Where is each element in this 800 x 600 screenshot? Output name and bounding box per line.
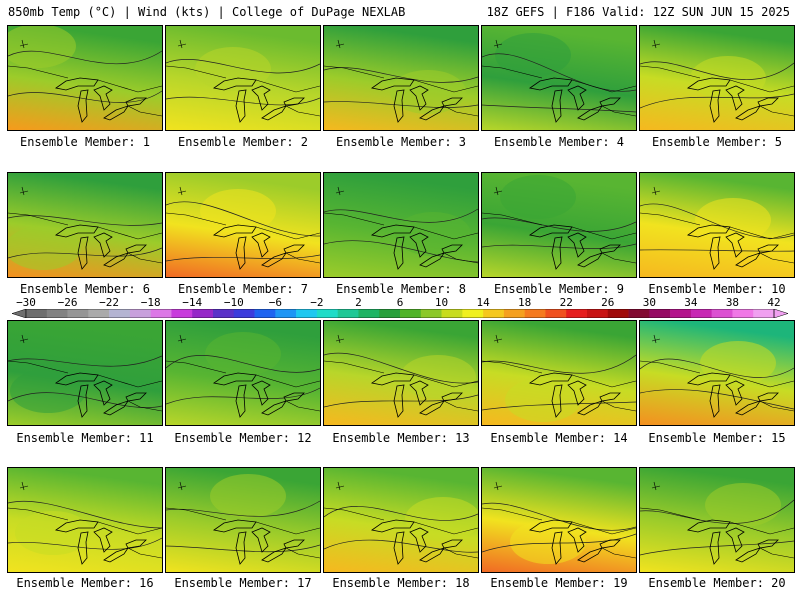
ensemble-member-label: Ensemble Member: 18 xyxy=(332,576,470,590)
colorbar-tick: 2 xyxy=(355,296,362,309)
ensemble-member-label: Ensemble Member: 3 xyxy=(335,135,467,149)
colorbar-tick: 22 xyxy=(559,296,573,309)
ensemble-member-map-2 xyxy=(165,25,321,131)
ensemble-member-map-9 xyxy=(481,172,637,278)
ensemble-member-map-3 xyxy=(323,25,479,131)
ensemble-member-label: Ensemble Member: 7 xyxy=(177,282,309,296)
colorbar-tick: 26 xyxy=(601,296,615,309)
ensemble-member-label: Ensemble Member: 14 xyxy=(490,431,628,445)
ensemble-member-label: Ensemble Member: 2 xyxy=(177,135,309,149)
ensemble-member-label: Ensemble Member: 10 xyxy=(648,282,786,296)
run-valid-time: 18Z GEFS | F186 Valid: 12Z SUN JUN 15 20… xyxy=(486,5,790,19)
colorbar-tick: 38 xyxy=(725,296,740,309)
colorbar-tick: −26 xyxy=(57,296,78,309)
ensemble-member-label: Ensemble Member: 15 xyxy=(648,431,786,445)
map-title: 850mb Temp (°C) | Wind (kts) | College o… xyxy=(8,5,406,19)
ensemble-member-label: Ensemble Member: 12 xyxy=(174,431,312,445)
colorbar-tick: −2 xyxy=(310,296,324,309)
colorbar-tick: 42 xyxy=(767,296,781,309)
colorbar-tick: −14 xyxy=(182,296,203,309)
ensemble-member-label: Ensemble Member: 8 xyxy=(335,282,467,296)
colorbar-tick: −30 xyxy=(16,296,36,309)
ensemble-member-label: Ensemble Member: 16 xyxy=(16,576,154,590)
ensemble-member-label: Ensemble Member: 4 xyxy=(493,135,625,149)
ensemble-member-label: Ensemble Member: 13 xyxy=(332,431,470,445)
ensemble-member-map-12 xyxy=(165,320,321,426)
ensemble-member-label: Ensemble Member: 20 xyxy=(648,576,786,590)
ensemble-member-map-5 xyxy=(639,25,795,131)
colorbar-tick: 34 xyxy=(684,296,698,309)
ensemble-member-label: Ensemble Member: 5 xyxy=(651,135,783,149)
colorbar-tick: 10 xyxy=(434,296,449,309)
ensemble-member-map-4 xyxy=(481,25,637,131)
colorbar-tick: 6 xyxy=(396,296,404,309)
ensemble-member-label: Ensemble Member: 19 xyxy=(490,576,628,590)
ensemble-member-label: Ensemble Member: 9 xyxy=(493,282,625,296)
ensemble-member-map-13 xyxy=(323,320,479,426)
ensemble-member-map-8 xyxy=(323,172,479,278)
ensemble-member-map-10 xyxy=(639,172,795,278)
ensemble-member-map-18 xyxy=(323,467,479,573)
ensemble-member-map-7 xyxy=(165,172,321,278)
colorbar-tick: −22 xyxy=(99,296,120,309)
ensemble-member-label: Ensemble Member: 1 xyxy=(19,135,151,149)
ensemble-member-map-16 xyxy=(7,467,163,573)
ensemble-member-map-1 xyxy=(7,25,163,131)
colorbar-tick: −18 xyxy=(140,296,161,309)
colorbar-tick: −6 xyxy=(268,296,282,309)
ensemble-member-map-15 xyxy=(639,320,795,426)
ensemble-member-map-6 xyxy=(7,172,163,278)
ensemble-member-label: Ensemble Member: 17 xyxy=(174,576,312,590)
colorbar-tick: 30 xyxy=(642,296,656,309)
ensemble-member-map-19 xyxy=(481,467,637,573)
temperature-colorbar xyxy=(12,309,788,318)
colorbar-tick: −10 xyxy=(223,296,244,309)
ensemble-member-label: Ensemble Member: 6 xyxy=(19,282,151,296)
colorbar-tick: 18 xyxy=(518,296,532,309)
ensemble-member-map-11 xyxy=(7,320,163,426)
ensemble-member-label: Ensemble Member: 11 xyxy=(16,431,154,445)
ensemble-member-map-17 xyxy=(165,467,321,573)
ensemble-member-map-14 xyxy=(481,320,637,426)
ensemble-member-map-20 xyxy=(639,467,795,573)
colorbar-tick: 14 xyxy=(476,296,490,309)
